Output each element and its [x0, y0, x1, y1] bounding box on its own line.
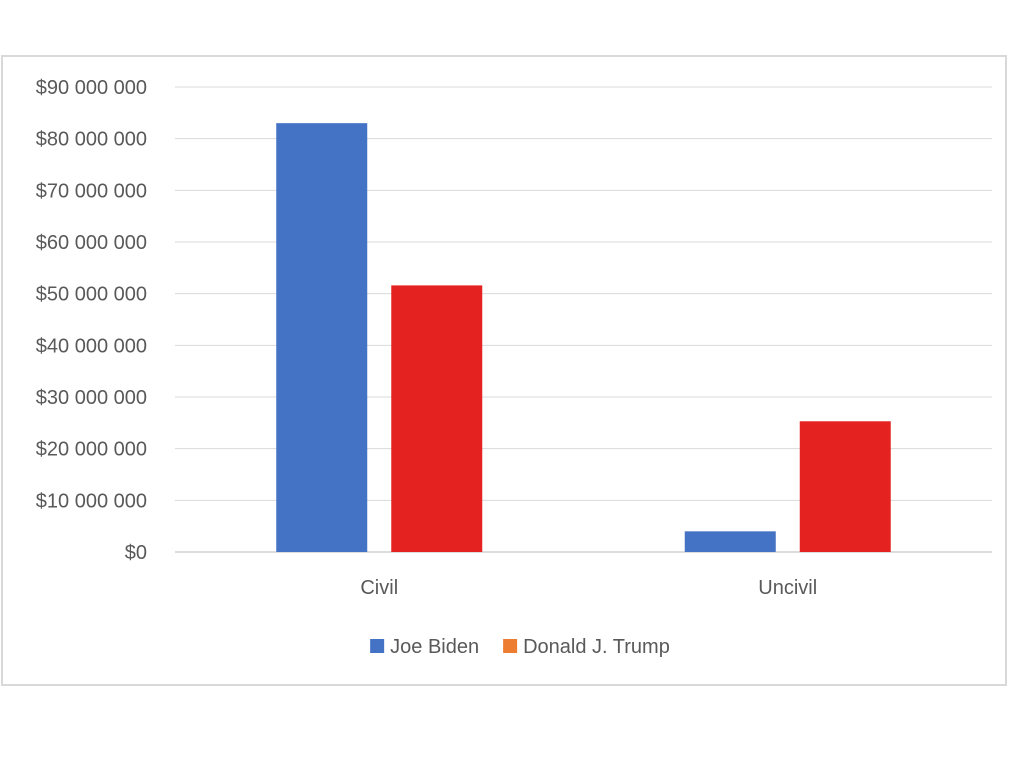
y-axis-tick-labels: $0 $10 000 000 $20 000 000 $30 000 000 $40 0… — [36, 77, 147, 564]
y-tick-label: $80 000 000 — [36, 129, 147, 151]
bar-donald-j-trump-civil — [391, 285, 483, 552]
legend-label: Donald J. Trump — [523, 636, 670, 658]
bar-donald-j-trump-uncivil — [799, 421, 891, 552]
bar-joe-biden-civil — [276, 123, 368, 553]
y-tick-label: $50 000 000 — [36, 284, 147, 306]
y-tick-label: $30 000 000 — [36, 387, 147, 409]
y-tick-label: $20 000 000 — [36, 439, 147, 461]
bars — [276, 123, 891, 553]
y-tick-label: $70 000 000 — [36, 180, 147, 202]
y-tick-label: $90 000 000 — [36, 77, 147, 99]
legend-label: Joe Biden — [390, 636, 479, 658]
legend-swatch — [370, 639, 385, 653]
legend: Joe Biden Donald J. Trump — [370, 636, 670, 658]
bar-joe-biden-uncivil — [684, 531, 776, 552]
y-tick-label: $10 000 000 — [36, 490, 147, 512]
legend-item-joe-biden: Joe Biden — [370, 636, 479, 658]
legend-swatch — [503, 639, 518, 653]
x-tick-label: Uncivil — [758, 577, 817, 599]
y-tick-label: $0 — [125, 542, 147, 564]
y-tick-label: $40 000 000 — [36, 335, 147, 357]
y-tick-label: $60 000 000 — [36, 232, 147, 254]
chart-frame — [1, 55, 1007, 686]
x-tick-label: Civil — [360, 577, 398, 599]
legend-item-donald-j-trump: Donald J. Trump — [503, 636, 670, 658]
x-axis-tick-labels: Civil Uncivil — [360, 577, 817, 599]
